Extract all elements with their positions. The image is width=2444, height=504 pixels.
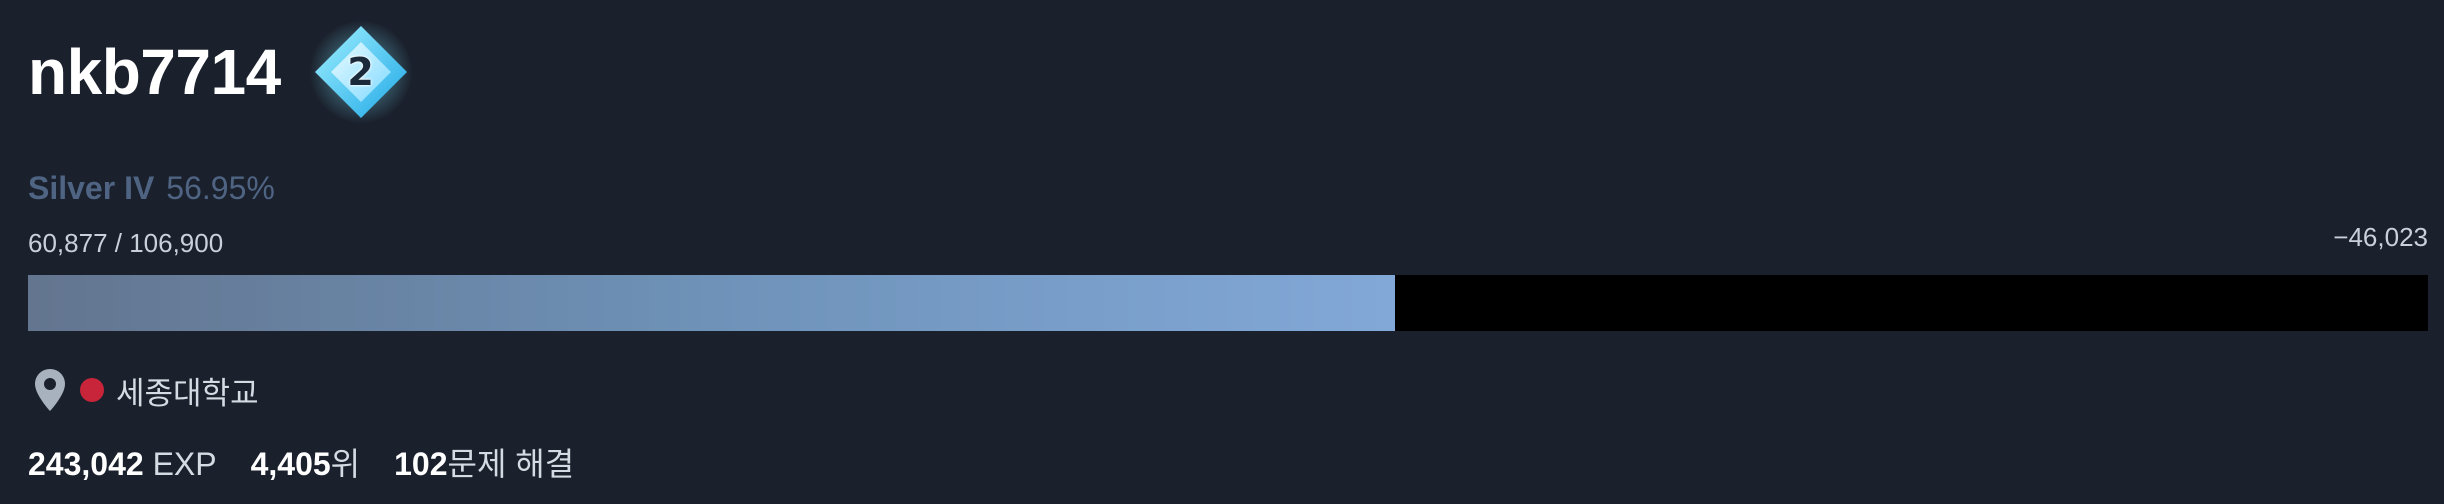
stat-rank[interactable]: 4,405위	[251, 448, 361, 480]
school-info: 세종대학교	[34, 368, 259, 412]
school-name[interactable]: 세종대학교	[116, 368, 259, 413]
rank-summary: Silver IV 56.95%	[28, 172, 275, 204]
tier-badge-icon[interactable]: 2	[309, 20, 413, 124]
stat-exp: 243,042 EXP	[28, 448, 217, 480]
rank-name: Silver IV	[28, 172, 154, 204]
stat-exp-value: 243,042	[28, 446, 144, 482]
exp-remaining-text: −46,023	[2333, 224, 2428, 250]
stat-solved-value: 102	[394, 446, 447, 482]
exp-progress-text: 60,877 / 106,900	[28, 230, 223, 256]
stat-rank-unit: 위	[331, 446, 360, 482]
stat-solved[interactable]: 102문제 해결	[394, 448, 574, 480]
exp-progress-bar	[28, 275, 2428, 331]
username[interactable]: nkb7714	[28, 40, 281, 104]
rank-percent: 56.95%	[166, 172, 275, 204]
profile-header: nkb7714	[28, 24, 413, 120]
stat-solved-unit: 문제 해결	[448, 446, 575, 482]
tier-number: 2	[347, 50, 373, 94]
exp-progress-fill	[28, 275, 1395, 331]
stat-exp-unit: EXP	[153, 446, 217, 482]
map-pin-icon	[34, 368, 66, 412]
stat-rank-value: 4,405	[251, 446, 331, 482]
school-flag-icon	[80, 378, 104, 402]
stats-summary: 243,042 EXP 4,405위 102문제 해결	[28, 448, 574, 480]
